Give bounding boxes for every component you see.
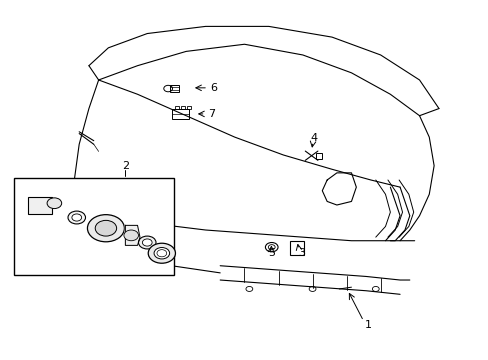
Circle shape [68,211,85,224]
Bar [170,85,179,92]
Bar [316,153,322,159]
Text: 7: 7 [208,109,215,119]
Circle shape [87,215,124,242]
Bar [28,197,52,214]
Text: 2: 2 [122,161,129,171]
Bar [175,107,179,109]
Circle shape [72,214,81,221]
Bar [14,178,174,275]
Text: 5: 5 [267,248,274,258]
Text: 1: 1 [364,320,371,330]
Bar [289,242,304,255]
Circle shape [142,239,152,246]
Circle shape [148,243,175,263]
Circle shape [47,198,61,208]
Circle shape [154,248,169,259]
Circle shape [95,220,116,236]
Text: 6: 6 [210,83,217,93]
Bar [186,107,190,109]
Circle shape [265,243,278,252]
Text: 4: 4 [309,133,316,143]
Circle shape [138,236,156,249]
Polygon shape [125,225,140,246]
Text: 3: 3 [297,248,304,258]
Bar [171,109,189,119]
Bar [181,107,184,109]
Circle shape [123,230,138,241]
